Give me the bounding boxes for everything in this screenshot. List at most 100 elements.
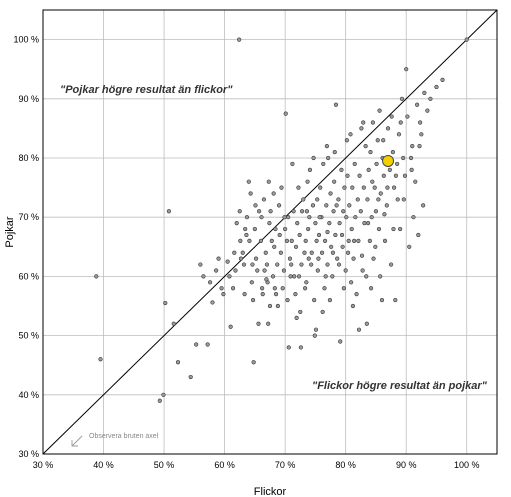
data-point — [425, 108, 430, 113]
data-point — [365, 221, 371, 226]
data-point — [292, 274, 297, 279]
data-point — [364, 274, 369, 279]
data-point — [349, 280, 354, 285]
data-point — [362, 221, 367, 226]
data-point — [408, 155, 414, 161]
data-point — [250, 262, 255, 267]
x-tick-label: 80 % — [335, 460, 356, 470]
data-point — [416, 232, 421, 238]
data-point — [233, 268, 238, 273]
data-point — [389, 114, 394, 119]
data-point — [289, 238, 294, 243]
data-point — [413, 179, 418, 184]
data-point — [398, 120, 403, 125]
data-point — [318, 185, 323, 190]
data-point — [434, 84, 439, 90]
data-point — [339, 167, 344, 172]
data-point — [261, 197, 267, 202]
data-point — [264, 262, 270, 267]
data-point — [257, 209, 262, 214]
data-point — [255, 268, 260, 273]
data-point — [343, 268, 348, 273]
data-point — [357, 173, 362, 178]
data-point — [240, 250, 245, 255]
data-point — [307, 167, 313, 172]
data-point — [250, 297, 256, 303]
x-tick-label: 50 % — [154, 460, 175, 470]
data-point — [238, 238, 243, 243]
data-point — [216, 256, 221, 261]
data-point — [275, 303, 280, 309]
data-point — [368, 286, 374, 291]
data-point — [227, 274, 232, 279]
data-point — [336, 197, 341, 202]
data-point — [264, 277, 269, 282]
data-point — [161, 392, 166, 397]
data-point — [270, 274, 276, 279]
y-tick-label: 90 % — [18, 94, 39, 104]
data-point — [365, 197, 370, 202]
data-point — [322, 286, 327, 291]
data-point — [94, 274, 99, 279]
data-point — [201, 274, 206, 279]
data-point — [221, 292, 226, 297]
annotation-upper: "Pojkar högre resultat än flickor" — [60, 84, 233, 96]
data-point — [378, 191, 383, 196]
data-point — [293, 292, 298, 297]
data-point — [315, 268, 320, 273]
data-point — [330, 250, 336, 255]
data-point — [419, 132, 424, 137]
data-point — [346, 238, 351, 243]
data-point — [371, 256, 376, 261]
data-point — [393, 297, 398, 303]
data-point — [277, 232, 282, 238]
data-point — [331, 209, 336, 214]
data-point — [207, 280, 213, 285]
data-point — [188, 374, 193, 380]
data-point — [303, 238, 308, 243]
data-point — [267, 303, 273, 309]
data-point — [315, 197, 320, 202]
data-point — [377, 108, 382, 113]
data-point — [284, 238, 290, 243]
data-point — [327, 297, 333, 303]
data-point — [260, 292, 265, 297]
data-point — [321, 161, 326, 167]
data-point — [355, 197, 360, 202]
data-point — [263, 250, 268, 255]
data-point — [309, 250, 314, 255]
data-point — [418, 120, 423, 125]
data-point — [280, 286, 285, 291]
data-point — [344, 215, 349, 220]
data-point — [370, 120, 376, 125]
data-point — [335, 256, 340, 261]
data-point — [401, 155, 406, 161]
data-point — [256, 321, 261, 326]
data-point — [299, 262, 304, 267]
data-point — [409, 167, 414, 172]
data-point — [260, 286, 265, 291]
x-axis-label: Flickor — [254, 486, 287, 497]
data-point — [298, 345, 303, 350]
data-point — [345, 173, 350, 178]
data-point — [332, 179, 337, 184]
data-point — [387, 167, 392, 172]
data-point — [194, 342, 199, 347]
data-point — [266, 179, 271, 184]
data-point — [327, 221, 332, 226]
data-point — [166, 209, 172, 214]
data-point — [253, 256, 259, 261]
axis-break-arrow-icon — [71, 435, 83, 447]
data-point — [341, 286, 346, 291]
data-point — [421, 203, 426, 208]
data-point — [381, 173, 386, 178]
y-tick-label: 40 % — [18, 390, 39, 400]
data-point — [243, 226, 248, 232]
x-tick-label: 40 % — [93, 460, 114, 470]
data-point — [289, 262, 294, 267]
data-point — [407, 244, 412, 249]
data-point — [464, 37, 469, 42]
data-point — [382, 238, 388, 243]
x-tick-labels: 30 % 40 % 50 % 60 % 70 % 80 % 90 % 100 % — [33, 460, 480, 470]
data-point — [312, 333, 317, 338]
